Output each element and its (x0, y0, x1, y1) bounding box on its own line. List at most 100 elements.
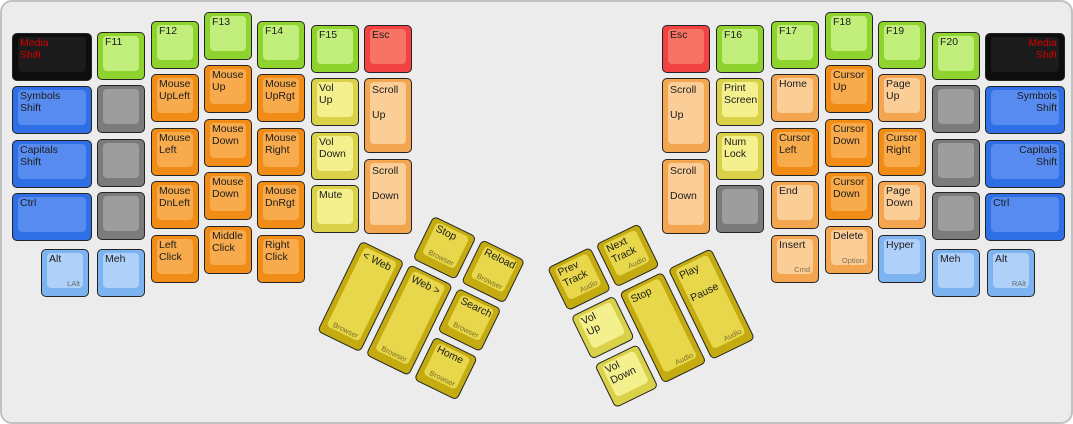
key-print-screen[interactable]: Print Screen (716, 78, 764, 126)
key-esc-right[interactable]: Esc (662, 25, 710, 73)
key-blank-r2[interactable] (932, 85, 980, 133)
key-capitals-shift-left[interactable]: Capitals Shift (12, 140, 92, 188)
key-blank-r3[interactable] (932, 139, 980, 187)
keytop: F15 (317, 29, 353, 64)
keytop: Capitals Shift (18, 144, 86, 179)
key-label: Stop (629, 285, 654, 306)
key-f12[interactable]: F12 (151, 21, 199, 69)
key-blank-l3[interactable] (97, 192, 145, 240)
key-home-right[interactable]: Home (771, 74, 819, 122)
key-f20[interactable]: F20 (932, 32, 980, 80)
key-alt-left[interactable]: Alt LAlt (41, 249, 89, 297)
key-f17[interactable]: F17 (771, 21, 819, 69)
key-mute[interactable]: Mute (311, 185, 359, 233)
key-middle-click[interactable]: Middle Click (204, 226, 252, 274)
key-cursor-left[interactable]: Cursor Left (771, 128, 819, 176)
keytop: Mouse Right (263, 132, 299, 167)
keytop: Num Lock (722, 136, 758, 171)
key-end[interactable]: End (771, 181, 819, 229)
key-hyper[interactable]: Hyper (878, 235, 926, 283)
key-mouse-dnleft[interactable]: Mouse DnLeft (151, 181, 199, 229)
key-mouse-uprgt[interactable]: Mouse UpRgt (257, 74, 305, 122)
key-scroll-down-left[interactable]: Scroll Down (364, 159, 412, 234)
key-blank-l2[interactable] (97, 139, 145, 187)
key-label: Stop (433, 222, 459, 244)
key-sublabel: Audio (673, 350, 695, 367)
keytop: Reload Browser (470, 245, 519, 293)
keytop: Insert Cmd (777, 239, 813, 274)
key-ctrl-left[interactable]: Ctrl (12, 193, 92, 241)
key-mouse-down-b[interactable]: Mouse Down (204, 172, 252, 220)
key-label: Ctrl (20, 197, 37, 209)
keytop: Mouse DnRgt (263, 185, 299, 220)
keytop: Media Shift (18, 37, 86, 72)
key-scroll-up-right[interactable]: Scroll Up (662, 78, 710, 153)
keytop: Mute (317, 189, 353, 224)
key-label: F15 (319, 29, 338, 41)
key-label: Print Screen (724, 82, 758, 106)
key-alt-right[interactable]: Alt RAlt (987, 249, 1035, 297)
key-page-down[interactable]: Page Down (878, 181, 926, 229)
key-label: Cursor Right (886, 132, 918, 156)
key-label: Vol Down (603, 358, 638, 387)
key-meh-left[interactable]: Meh (97, 249, 145, 297)
key-cursor-up[interactable]: Cursor Up (825, 65, 873, 113)
keytop: Page Up (884, 78, 920, 113)
key-mouse-up[interactable]: Mouse Up (204, 65, 252, 113)
keytop: Meh (103, 253, 139, 288)
key-label: Meh (105, 253, 126, 265)
keytop: Meh (938, 253, 974, 288)
key-meh-right[interactable]: Meh (932, 249, 980, 297)
key-media-shift-right[interactable]: Media Shift (985, 33, 1065, 81)
key-f18[interactable]: F18 (825, 12, 873, 60)
key-mouse-down-a[interactable]: Mouse Down (204, 119, 252, 167)
key-right-click[interactable]: Right Click (257, 235, 305, 283)
key-f19[interactable]: F19 (878, 21, 926, 69)
key-sublabel: Browser (379, 343, 409, 364)
keytop: Media Shift (991, 37, 1059, 72)
key-left-click[interactable]: Left Click (151, 235, 199, 283)
key-insert[interactable]: Insert Cmd (771, 235, 819, 283)
key-mouse-upleft[interactable]: Mouse UpLeft (151, 74, 199, 122)
key-f11[interactable]: F11 (97, 32, 145, 80)
key-symbols-shift-right[interactable]: Symbols Shift (985, 86, 1065, 134)
keytop: Search Browser (446, 294, 495, 342)
key-label: Right Click (265, 239, 290, 263)
keytop: Home Browser (423, 342, 471, 390)
key-vol-up-left[interactable]: Vol Up (311, 78, 359, 126)
key-scroll-down-right[interactable]: Scroll Down (662, 159, 710, 234)
key-ctrl-right[interactable]: Ctrl (985, 193, 1065, 241)
key-delete[interactable]: Delete Option (825, 226, 873, 274)
key-f13[interactable]: F13 (204, 12, 252, 60)
key-label: Delete (833, 230, 864, 242)
key-label: Esc (670, 29, 688, 41)
keytop (938, 196, 974, 231)
key-f14[interactable]: F14 (257, 21, 305, 69)
key-esc-left[interactable]: Esc (364, 25, 412, 73)
key-page-up[interactable]: Page Up (878, 74, 926, 122)
key-mouse-left[interactable]: Mouse Left (151, 128, 199, 176)
keytop: Middle Click (210, 230, 246, 265)
key-vol-down-left[interactable]: Vol Down (311, 132, 359, 180)
keytop: Alt LAlt (47, 253, 83, 288)
key-blank-r4[interactable] (932, 192, 980, 240)
key-f16[interactable]: F16 (716, 25, 764, 73)
key-label: F13 (212, 16, 231, 28)
key-scroll-up-left[interactable]: Scroll Up (364, 78, 412, 153)
key-capitals-shift-right[interactable]: Capitals Shift (985, 140, 1065, 188)
key-symbols-shift-left[interactable]: Symbols Shift (12, 86, 92, 134)
key-media-shift-left[interactable]: Media Shift (12, 33, 92, 81)
key-mouse-right[interactable]: Mouse Right (257, 128, 305, 176)
key-cursor-down-b[interactable]: Cursor Down (825, 172, 873, 220)
key-cursor-right[interactable]: Cursor Right (878, 128, 926, 176)
key-sublabel: Cmd (794, 265, 810, 274)
key-cursor-down-a[interactable]: Cursor Down (825, 119, 873, 167)
key-mouse-dnrgt[interactable]: Mouse DnRgt (257, 181, 305, 229)
key-blank-l1[interactable] (97, 85, 145, 133)
key-f15[interactable]: F15 (311, 25, 359, 73)
key-num-lock[interactable]: Num Lock (716, 132, 764, 180)
key-blank-r1[interactable] (716, 185, 764, 233)
key-label: Capitals Shift (1019, 144, 1057, 168)
